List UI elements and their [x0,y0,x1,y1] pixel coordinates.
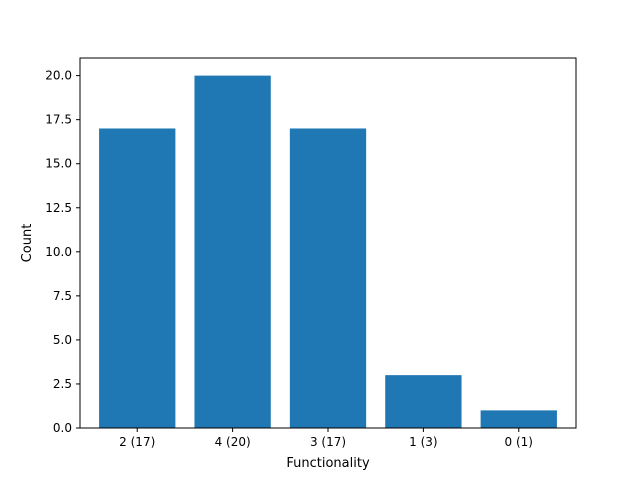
bar-3 [385,375,462,428]
bars-group [99,75,557,428]
x-tick-label-3: 1 (3) [409,435,437,449]
y-tick-label-6: 15.0 [45,157,72,171]
bar-2 [289,128,367,428]
y-tick-label-7: 17.5 [45,113,72,127]
x-tick-label-4: 0 (1) [505,435,533,449]
x-axis-ticks: 2 (17) 4 (20) 3 (17) 1 (3) 0 (1) [119,428,533,449]
x-tick-label-2: 3 (17) [310,435,346,449]
x-tick-label-0: 2 (17) [119,435,155,449]
y-tick-label-8: 20.0 [45,69,72,83]
plot-frame [79,57,577,429]
y-tick-label-5: 12.5 [45,201,72,215]
bar-4 [480,410,557,428]
y-tick-label-3: 7.5 [53,289,72,303]
bar-0 [99,128,176,428]
y-axis-label: Count [20,224,35,263]
bar-1 [194,75,271,428]
y-tick-label-1: 2.5 [53,377,72,391]
y-tick-label-0: 0.0 [53,421,72,435]
y-tick-label-2: 5.0 [53,333,72,347]
y-tick-label-4: 10.0 [45,245,72,259]
x-tick-label-1: 4 (20) [215,435,251,449]
y-axis-ticks: 0.0 2.5 5.0 7.5 10.0 12.5 15.0 17.5 20.0 [45,69,80,435]
x-axis-label: Functionality [286,456,370,471]
